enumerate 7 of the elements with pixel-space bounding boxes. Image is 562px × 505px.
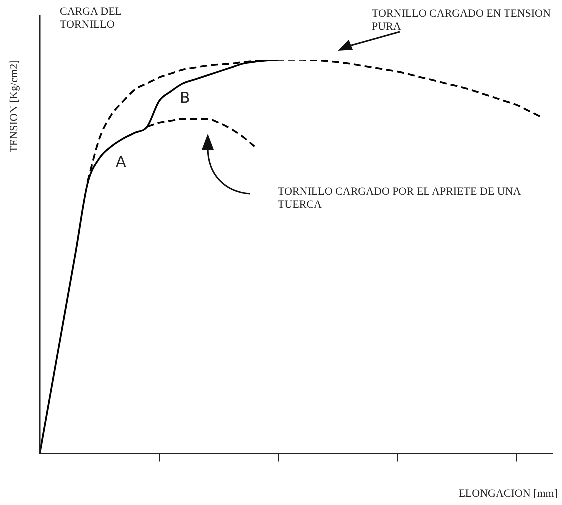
annotation: TORNILLO CARGADO POR EL APRIETE DE UNA TUERCA (278, 186, 522, 212)
text: CARGA DEL TORNILLO (60, 6, 123, 32)
annotation: A (116, 153, 126, 171)
y-axis-title: TENSION [Kg/cm2] (8, 59, 22, 155)
annotation: B (180, 89, 190, 107)
text: TORNILLO CARGADO EN TENSION PURA (372, 8, 552, 34)
x-axis-title: ELONGACION [mm] (458, 488, 558, 501)
